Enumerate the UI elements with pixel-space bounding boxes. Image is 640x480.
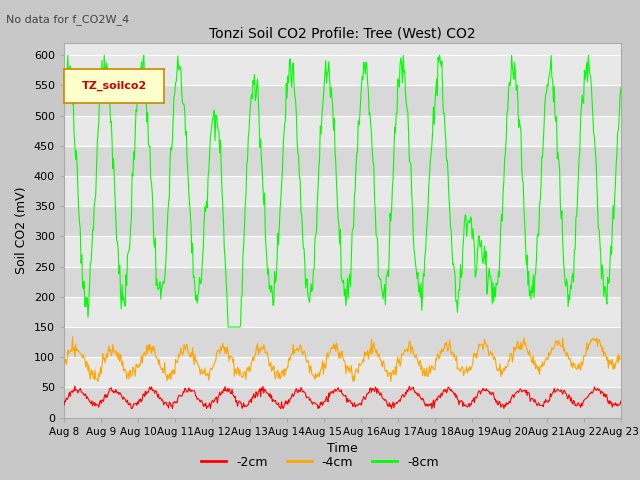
X-axis label: Time: Time	[327, 442, 358, 455]
Y-axis label: Soil CO2 (mV): Soil CO2 (mV)	[15, 187, 28, 274]
Title: Tonzi Soil CO2 Profile: Tree (West) CO2: Tonzi Soil CO2 Profile: Tree (West) CO2	[209, 27, 476, 41]
Bar	[64, 327, 621, 357]
Text: No data for f_CO2W_4: No data for f_CO2W_4	[6, 14, 130, 25]
Bar	[64, 55, 621, 85]
Bar	[64, 176, 621, 206]
Bar	[64, 206, 621, 237]
Bar	[64, 116, 621, 146]
Bar	[64, 266, 621, 297]
Bar	[64, 146, 621, 176]
Bar	[64, 357, 621, 387]
Legend: -2cm, -4cm, -8cm: -2cm, -4cm, -8cm	[196, 451, 444, 474]
Bar	[64, 85, 621, 116]
Bar	[64, 387, 621, 418]
Bar	[64, 237, 621, 266]
Bar	[64, 297, 621, 327]
